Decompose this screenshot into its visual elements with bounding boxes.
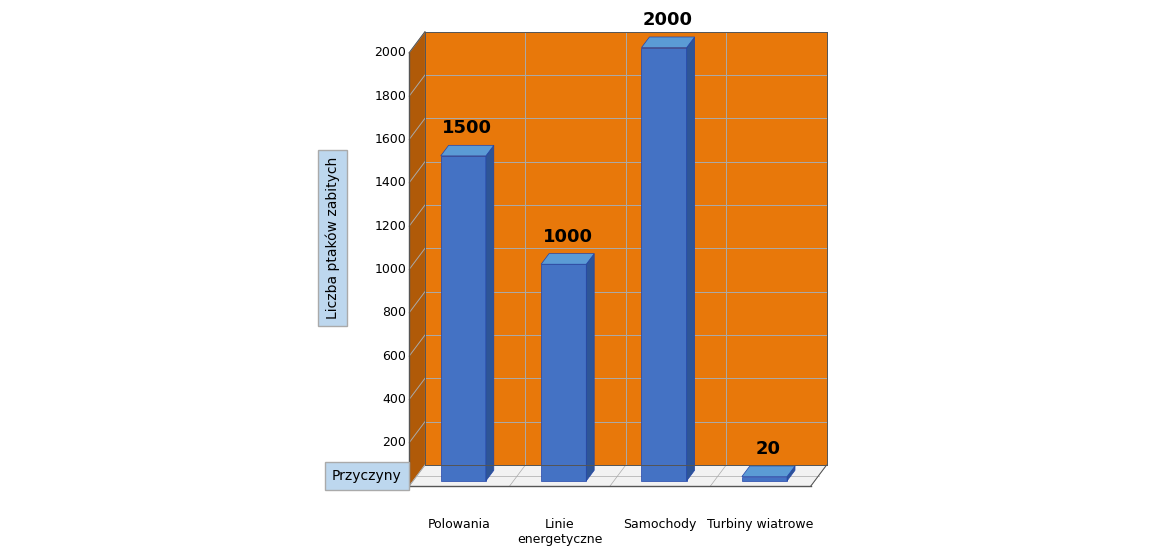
Text: 2000: 2000 [643, 11, 693, 29]
Polygon shape [441, 145, 494, 156]
Polygon shape [410, 465, 826, 486]
Polygon shape [541, 254, 594, 264]
Text: Turbiny wiatrowe: Turbiny wiatrowe [707, 518, 813, 531]
Text: 1500: 1500 [442, 119, 492, 138]
Text: Przyczyny: Przyczyny [331, 469, 401, 483]
Polygon shape [541, 264, 586, 481]
Polygon shape [742, 477, 787, 481]
Text: Samochody: Samochody [623, 518, 697, 531]
Polygon shape [586, 254, 594, 481]
Text: Polowania: Polowania [428, 518, 491, 531]
Text: 600: 600 [383, 350, 406, 363]
Text: 200: 200 [383, 436, 406, 449]
Polygon shape [686, 37, 694, 481]
Text: 1200: 1200 [375, 220, 406, 233]
Text: 1600: 1600 [375, 133, 406, 146]
Text: 1400: 1400 [375, 176, 406, 190]
Polygon shape [425, 32, 826, 465]
Text: 1000: 1000 [375, 263, 406, 276]
Text: Linie
energetyczne: Linie energetyczne [517, 518, 602, 546]
Polygon shape [642, 48, 686, 481]
Text: 400: 400 [383, 393, 406, 406]
Polygon shape [787, 466, 795, 481]
Text: 0: 0 [398, 480, 406, 493]
Text: Liczba ptaków zabitych: Liczba ptaków zabitych [326, 157, 340, 319]
Text: 20: 20 [756, 440, 781, 458]
Text: 1800: 1800 [375, 90, 406, 102]
Text: 800: 800 [383, 306, 406, 319]
Text: 2000: 2000 [375, 47, 406, 59]
Polygon shape [485, 145, 494, 481]
Text: 1000: 1000 [543, 228, 593, 246]
Polygon shape [410, 32, 425, 486]
Polygon shape [441, 156, 485, 481]
Polygon shape [742, 466, 795, 477]
Polygon shape [642, 37, 694, 48]
